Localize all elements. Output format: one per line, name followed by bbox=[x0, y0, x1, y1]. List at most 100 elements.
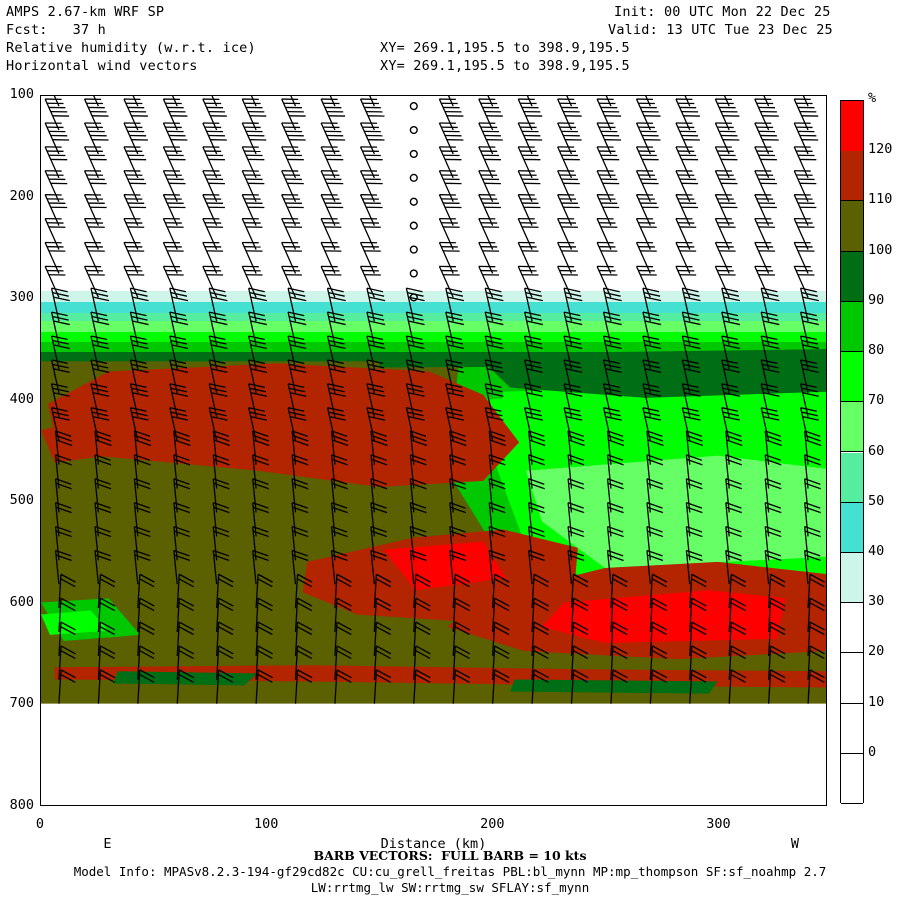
y-axis-tick-label: 200 bbox=[9, 187, 34, 204]
colorbar-tick-label: 60 bbox=[868, 442, 885, 459]
colorbar-segment bbox=[841, 402, 863, 453]
xy-endpoints-wind: XY= 269.1,195.5 to 398.9,195.5 bbox=[380, 58, 630, 74]
y-axis-minor-tick bbox=[40, 157, 41, 158]
y-axis-minor-tick bbox=[40, 462, 41, 463]
colorbar-tick-label: 100 bbox=[868, 241, 893, 258]
model-info-line: Model Info: MPASv8.2.3-194-gf29cd82c CU:… bbox=[73, 864, 827, 879]
contour-region bbox=[41, 416, 132, 463]
x-axis-minor-tick bbox=[199, 805, 200, 806]
y-axis-minor-tick bbox=[40, 644, 41, 645]
x-axis-minor-tick bbox=[539, 805, 540, 806]
x-axis-tick-label: 0 bbox=[35, 816, 45, 832]
x-axis-tick-label: 100 bbox=[253, 816, 279, 832]
y-axis-minor-tick bbox=[40, 523, 41, 524]
contour-region bbox=[383, 541, 506, 591]
colorbar-tick-label: 40 bbox=[868, 542, 885, 559]
x-axis-minor-tick bbox=[245, 805, 246, 806]
y-axis-minor-tick bbox=[40, 685, 41, 686]
west-end-label: W bbox=[790, 836, 799, 852]
x-axis-minor-tick bbox=[765, 805, 766, 806]
x-axis-tick-label: 300 bbox=[706, 816, 731, 832]
x-axis-minor-tick bbox=[403, 805, 404, 806]
colorbar-segment bbox=[841, 101, 863, 152]
colorbar-segment bbox=[841, 151, 863, 202]
x-axis-minor-tick bbox=[471, 805, 472, 806]
x-axis-minor-tick bbox=[652, 805, 653, 806]
y-axis-tick bbox=[40, 299, 41, 300]
y-axis-tick-label: 400 bbox=[9, 390, 34, 407]
y-axis-minor-tick bbox=[40, 441, 41, 442]
colorbar-tick-label: 50 bbox=[868, 492, 885, 509]
y-axis-minor-tick bbox=[40, 665, 41, 666]
x-axis-minor-tick bbox=[335, 805, 336, 806]
x-axis-minor-tick bbox=[629, 805, 630, 806]
contour-region bbox=[47, 363, 520, 487]
x-axis-tick bbox=[493, 805, 494, 806]
y-axis-tick-label: 300 bbox=[9, 289, 34, 306]
x-axis-minor-tick bbox=[584, 805, 585, 806]
contour-band bbox=[41, 291, 826, 303]
colorbar-segment bbox=[841, 452, 863, 503]
colorbar-tick-label: 10 bbox=[868, 693, 885, 710]
x-axis-minor-tick bbox=[154, 805, 155, 806]
y-axis-minor-tick bbox=[40, 137, 41, 138]
colorbar-segment bbox=[841, 653, 863, 704]
y-axis-minor-tick bbox=[40, 116, 41, 117]
colorbar bbox=[840, 100, 864, 804]
colorbar-tick-label: 80 bbox=[868, 342, 885, 359]
x-axis-minor-tick bbox=[787, 805, 788, 806]
x-axis-minor-tick bbox=[312, 805, 313, 806]
colorbar-unit: % bbox=[868, 90, 877, 106]
x-axis-minor-tick bbox=[425, 805, 426, 806]
wind-barb-overlay bbox=[44, 96, 825, 704]
x-axis-minor-tick bbox=[516, 805, 517, 806]
xy-endpoints-humidity: XY= 269.1,195.5 to 398.9,195.5 bbox=[380, 40, 630, 56]
x-axis-minor-tick bbox=[290, 805, 291, 806]
x-axis-minor-tick bbox=[448, 805, 449, 806]
contour-band bbox=[41, 341, 826, 352]
x-axis-minor-tick bbox=[606, 805, 607, 806]
colorbar-segment bbox=[841, 201, 863, 252]
field-label-wind: Horizontal wind vectors bbox=[6, 58, 198, 74]
colorbar-segment bbox=[841, 301, 863, 353]
colorbar-tick-label: 90 bbox=[868, 291, 885, 308]
y-axis-tick-label: 500 bbox=[9, 492, 34, 509]
contour-region bbox=[41, 610, 109, 635]
x-axis-minor-tick bbox=[742, 805, 743, 806]
y-axis-minor-tick bbox=[40, 421, 41, 422]
plot-area bbox=[40, 95, 827, 806]
x-axis-minor-tick bbox=[674, 805, 675, 806]
x-axis-minor-tick bbox=[358, 805, 359, 806]
y-axis-minor-tick bbox=[40, 543, 41, 544]
y-axis-tick-label: 700 bbox=[9, 695, 34, 712]
x-axis-tick-label: 200 bbox=[480, 816, 505, 832]
y-axis-minor-tick bbox=[40, 766, 41, 767]
y-axis-minor-tick bbox=[40, 726, 41, 727]
colorbar-segment bbox=[841, 552, 863, 604]
colorbar-tick-label: 120 bbox=[868, 141, 893, 158]
colorbar-segment bbox=[841, 703, 863, 754]
contour-band bbox=[41, 331, 826, 342]
x-axis-minor-tick bbox=[222, 805, 223, 806]
contour-region bbox=[525, 455, 826, 568]
colorbar-tick-label: 0 bbox=[868, 743, 877, 760]
y-axis-tick bbox=[40, 198, 41, 199]
y-axis-minor-tick bbox=[40, 319, 41, 320]
y-axis-minor-tick bbox=[40, 218, 41, 219]
colorbar-segment bbox=[841, 603, 863, 654]
init-time: Init: 00 UTC Mon 22 Dec 25 bbox=[614, 4, 831, 20]
x-axis-minor-tick bbox=[697, 805, 698, 806]
x-axis-minor-tick bbox=[64, 805, 65, 806]
y-axis-minor-tick bbox=[40, 563, 41, 564]
y-axis-minor-tick bbox=[40, 259, 41, 260]
y-axis-minor-tick bbox=[40, 340, 41, 341]
colorbar-segment bbox=[841, 251, 863, 302]
colorbar-tick-label: 110 bbox=[868, 191, 893, 208]
model-title: AMPS 2.67-km WRF SP bbox=[6, 4, 165, 20]
contour-band bbox=[41, 321, 826, 332]
field-label-humidity: Relative humidity (w.r.t. ice) bbox=[6, 40, 256, 56]
x-axis-tick bbox=[41, 805, 42, 806]
colorbar-segment bbox=[841, 352, 863, 403]
y-axis-minor-tick bbox=[40, 746, 41, 747]
